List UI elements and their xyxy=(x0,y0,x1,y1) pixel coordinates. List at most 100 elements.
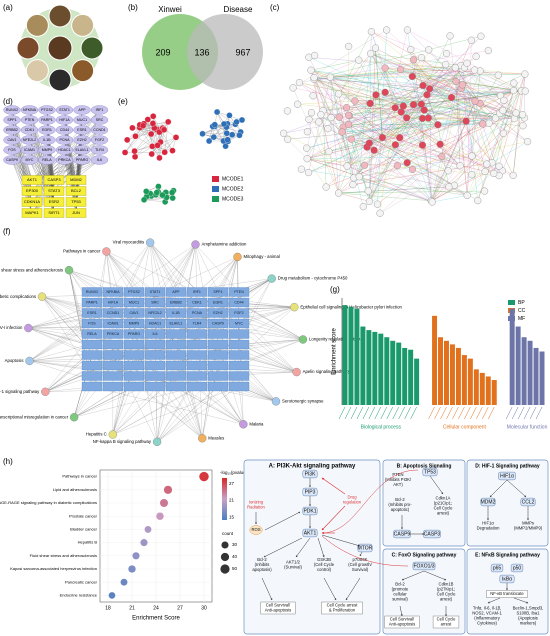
cluster-node xyxy=(161,149,168,156)
edge xyxy=(377,29,387,205)
cross-link xyxy=(321,469,419,534)
pathway-node xyxy=(292,367,301,377)
gene-node xyxy=(55,135,74,145)
edge xyxy=(382,137,408,163)
node xyxy=(442,60,450,69)
gene-cell xyxy=(228,308,250,318)
hub-label: ESR2 xyxy=(49,199,60,204)
herb-photo xyxy=(80,36,104,60)
cluster-node xyxy=(121,149,129,156)
node xyxy=(370,146,378,154)
diagram-text: MTOR xyxy=(358,545,373,551)
pathway-label: Drug metabolism - cytochrome P450 xyxy=(278,276,348,281)
gene-cell xyxy=(123,381,145,392)
y-tick-label: Endocrine resistance xyxy=(60,592,98,597)
gene-cell xyxy=(144,371,166,381)
cluster-node xyxy=(132,133,139,140)
gene-label: HDAC1 xyxy=(149,321,161,325)
y-tick-label: Bladder cancer xyxy=(70,526,98,531)
cluster-node xyxy=(140,196,148,203)
pathway-label: Viral myocarditis xyxy=(113,240,144,245)
pathway-label: Mitophagy - animal xyxy=(244,254,280,259)
bar xyxy=(360,326,366,405)
edge xyxy=(320,114,352,140)
node xyxy=(425,46,433,54)
bar-tick xyxy=(380,406,388,420)
edge xyxy=(153,116,173,151)
edge xyxy=(462,68,486,172)
gene-cell xyxy=(165,318,187,329)
gene-cell xyxy=(144,308,166,318)
node-box xyxy=(412,561,436,571)
edge xyxy=(431,171,486,201)
edge xyxy=(370,53,425,111)
pathway-label: Apelin signaling pathway xyxy=(303,369,351,374)
edge xyxy=(343,127,449,171)
gene-cell xyxy=(102,287,124,297)
node xyxy=(378,133,387,142)
node xyxy=(419,81,427,90)
pathway-node xyxy=(102,247,111,256)
edge xyxy=(46,149,55,181)
edge xyxy=(429,64,446,89)
node xyxy=(417,100,425,108)
node-box xyxy=(510,563,524,573)
edge xyxy=(74,323,219,418)
gene-cell xyxy=(186,350,208,360)
node xyxy=(344,120,353,129)
gene-node xyxy=(20,125,39,135)
diagram-text: Bcl-2 xyxy=(257,557,267,562)
gene-label: ICAM1 xyxy=(24,148,35,152)
node xyxy=(376,209,384,217)
node xyxy=(283,107,292,115)
hub-label: BCL2 xyxy=(71,188,82,193)
arrow xyxy=(345,577,361,601)
gene-node xyxy=(55,145,74,155)
diagram-text: Survival) xyxy=(352,567,369,572)
gene-cell xyxy=(102,360,124,371)
gene-cell xyxy=(186,329,208,339)
edge xyxy=(327,53,371,129)
legend-swatch xyxy=(212,176,219,182)
hub-node xyxy=(21,208,43,218)
node xyxy=(393,161,402,170)
panel-label: (c) xyxy=(270,3,280,12)
node xyxy=(326,73,334,81)
gene-cell xyxy=(81,371,103,381)
cluster-node xyxy=(148,150,155,158)
panel-label: (g) xyxy=(330,285,340,294)
legend-swatch xyxy=(212,186,219,192)
dot xyxy=(163,485,173,494)
gene-node xyxy=(90,125,109,135)
cluster-node xyxy=(131,153,139,160)
arrow xyxy=(423,570,447,581)
diagram-text: CCL2 xyxy=(522,499,535,505)
edge xyxy=(432,74,525,203)
panel-label: (e) xyxy=(118,97,128,106)
legend-label: MF xyxy=(518,316,525,322)
arrow xyxy=(321,534,361,547)
x-tick-label: 27 xyxy=(177,605,183,611)
gene-label: FOS xyxy=(8,148,16,152)
hub-label: TP53 xyxy=(71,199,81,204)
node xyxy=(403,159,411,167)
edge xyxy=(462,84,514,91)
gene-label: EZH2 xyxy=(213,311,222,315)
edge xyxy=(313,79,487,165)
bar xyxy=(467,358,473,405)
diagram-text: regulation xyxy=(343,500,362,505)
edge xyxy=(338,190,485,194)
node xyxy=(381,88,389,96)
gene-node xyxy=(38,115,56,125)
arrow xyxy=(261,577,273,601)
dot xyxy=(140,539,148,547)
node xyxy=(467,36,475,44)
edge xyxy=(347,88,430,167)
gene-label: CCND1 xyxy=(93,128,105,132)
diagram-text: control) xyxy=(317,567,332,572)
edge xyxy=(64,149,77,181)
pathway-box xyxy=(243,459,381,635)
edge xyxy=(342,123,490,133)
bar-tick xyxy=(440,406,447,420)
